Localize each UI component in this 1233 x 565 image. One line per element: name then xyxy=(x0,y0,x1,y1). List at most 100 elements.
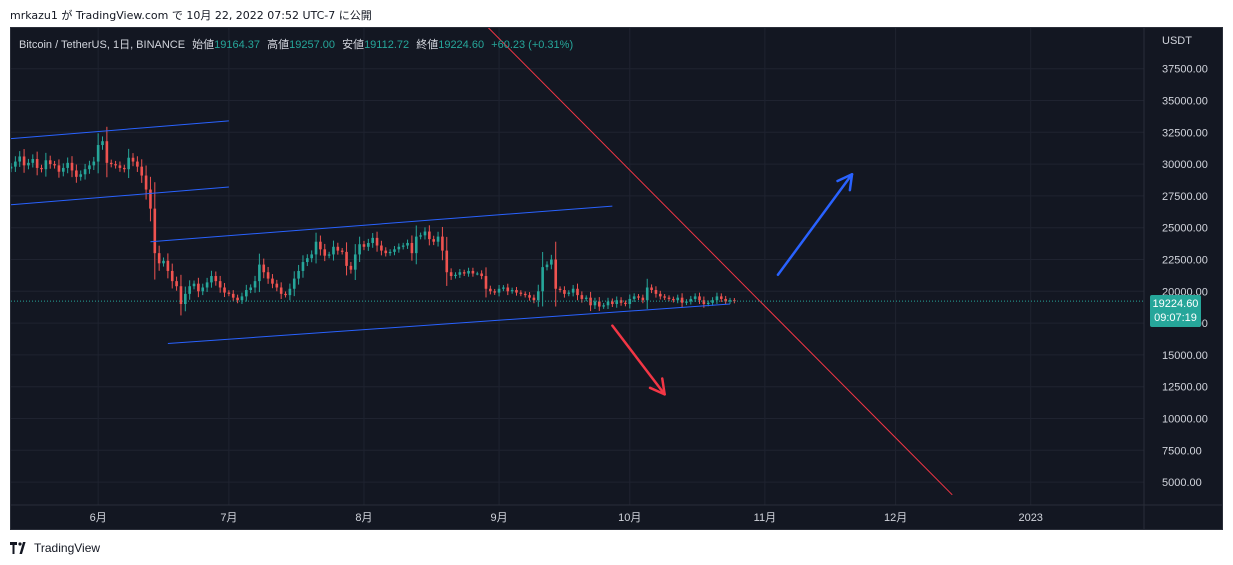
candle-body xyxy=(428,231,431,240)
symbol-label[interactable]: Bitcoin / TetherUS, 1日, BINANCE xyxy=(19,39,186,51)
candle-body xyxy=(414,236,418,254)
candle-body xyxy=(550,259,553,265)
candle-body xyxy=(31,159,35,163)
tradingview-logo-icon xyxy=(10,542,26,554)
candle-body xyxy=(253,281,257,288)
channel-line xyxy=(167,303,731,344)
candle-body xyxy=(502,287,505,289)
candle-body xyxy=(236,297,239,301)
candle-body xyxy=(615,300,619,305)
candle-body xyxy=(118,165,122,168)
candle-body xyxy=(719,296,723,299)
candle-body xyxy=(489,288,492,292)
high-value: 19257.00 xyxy=(289,39,335,51)
candle-body xyxy=(419,235,422,237)
candle-body xyxy=(541,267,544,292)
candle-body xyxy=(558,288,562,291)
candle-body xyxy=(672,298,675,301)
candle-body xyxy=(157,253,161,264)
close-value: 19224.60 xyxy=(438,39,485,51)
candle-body xyxy=(258,264,261,282)
candle-body xyxy=(632,296,636,299)
candle-body xyxy=(218,281,222,288)
candle-body xyxy=(353,254,357,270)
candle-body xyxy=(645,287,649,301)
candle-body xyxy=(61,167,65,172)
candle-body xyxy=(345,251,348,266)
candle-body xyxy=(676,297,680,301)
candle-body xyxy=(484,276,488,289)
candle-body xyxy=(441,236,444,251)
candle-body xyxy=(336,246,340,251)
candle-body xyxy=(327,254,331,256)
open-value: 19164.37 xyxy=(214,39,261,51)
candle-body xyxy=(680,297,684,303)
candle-body xyxy=(175,281,178,287)
candle-body xyxy=(493,291,497,293)
down-arrow-icon xyxy=(611,324,666,396)
countdown: 09:07:19 xyxy=(1154,312,1197,324)
candle-body xyxy=(131,157,135,162)
candle-body xyxy=(506,287,510,292)
candle-body xyxy=(122,167,126,170)
candle-body xyxy=(380,245,383,251)
candle-body xyxy=(602,305,605,307)
last-price: 19224.60 xyxy=(1152,298,1199,310)
up-arrow-icon xyxy=(776,173,854,277)
candle-body xyxy=(698,296,701,301)
chart-header: Bitcoin / TetherUS, 1日, BINANCE 始値19164.… xyxy=(19,36,573,52)
candle-body xyxy=(462,272,466,274)
candle-body xyxy=(79,174,83,177)
candle-body xyxy=(249,287,252,291)
y-tick-label: 27500.00 xyxy=(1162,191,1208,203)
y-tick-label: 12500.00 xyxy=(1162,382,1208,394)
candle-body xyxy=(292,278,296,289)
candle-body xyxy=(384,250,388,254)
candle-body xyxy=(371,237,374,243)
candle-body xyxy=(288,288,292,296)
candle-body xyxy=(70,162,74,171)
candle-body xyxy=(728,300,732,302)
candle-body xyxy=(271,278,274,284)
candle-body xyxy=(523,293,527,296)
candle-body xyxy=(597,301,601,307)
candle-body xyxy=(401,245,405,247)
price-chart[interactable]: 37500.00 35000.00 32500.00 30000.00 27500.00… xyxy=(11,28,1222,529)
candle-body xyxy=(127,157,130,170)
candle-body xyxy=(144,175,148,190)
channel-line xyxy=(11,186,229,206)
candle-body xyxy=(314,241,318,255)
candle-body xyxy=(105,141,109,163)
candle-body xyxy=(545,264,549,268)
candle-body xyxy=(606,301,610,306)
x-tick-label: 6月 xyxy=(90,512,107,524)
close-label: 終値 xyxy=(416,39,439,51)
footer-brand[interactable]: TradingView xyxy=(10,540,100,556)
x-tick-label: 8月 xyxy=(355,512,372,524)
candle-body xyxy=(445,250,449,273)
high-label: 高値 xyxy=(267,39,290,51)
candle-body xyxy=(528,295,531,298)
candle-body xyxy=(27,162,30,166)
candle-body xyxy=(702,300,706,305)
candle-body xyxy=(44,160,48,170)
candle-body xyxy=(667,297,671,299)
candle-body xyxy=(170,270,174,282)
candle-body xyxy=(284,293,287,296)
candle-body xyxy=(571,288,575,293)
channel-line xyxy=(150,205,613,243)
candle-body xyxy=(715,296,719,301)
candle-body xyxy=(650,287,653,291)
candle-body xyxy=(301,262,305,271)
candle-body xyxy=(689,298,693,302)
candle-body xyxy=(471,270,475,274)
candle-body xyxy=(88,165,91,170)
candle-body xyxy=(641,297,645,301)
footer-brand-label: TradingView xyxy=(34,541,101,555)
low-value: 19112.72 xyxy=(364,39,410,51)
channel-line xyxy=(11,120,229,140)
downtrend-line xyxy=(487,28,953,496)
candle-body xyxy=(454,274,457,277)
candle-body xyxy=(205,282,209,288)
chart-panel[interactable]: 37500.00 35000.00 32500.00 30000.00 27500.00… xyxy=(10,27,1223,530)
